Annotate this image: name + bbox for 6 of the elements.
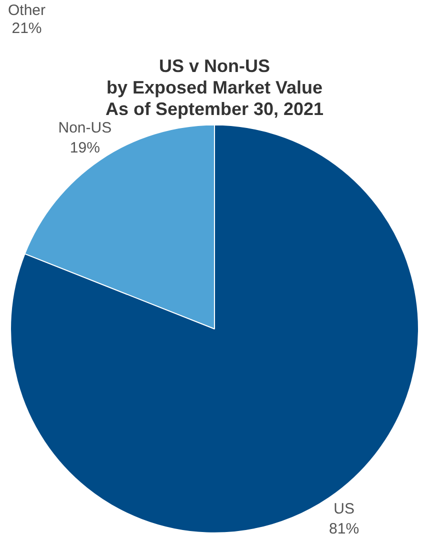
slice-label: Non-US xyxy=(58,119,112,136)
slice-label: US xyxy=(334,500,354,518)
text: Other 21% xyxy=(8,2,46,38)
chart-title: US v Non-US by Exposed Market Value As of September 30, 2021 xyxy=(105,56,324,119)
data-label: 19% xyxy=(70,139,100,156)
data-label: 81% xyxy=(329,520,360,537)
